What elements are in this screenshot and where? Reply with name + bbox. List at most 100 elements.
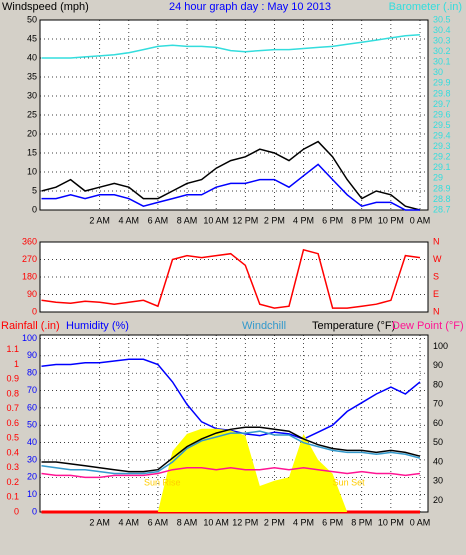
x-tick-label: 8 PM <box>351 215 372 225</box>
y-tick-label: 10 <box>27 166 37 176</box>
x-tick-label: 0 AM <box>410 517 431 527</box>
y3-tick-label: 1.1 <box>6 344 19 354</box>
x-tick-label: 6 PM <box>322 215 343 225</box>
area <box>41 428 420 512</box>
y3-tick-label: 0 <box>14 506 19 516</box>
line <box>41 467 421 479</box>
y2-tick-label: 90 <box>433 360 443 370</box>
annotation: Sun Rise <box>144 477 181 487</box>
y3-tick-label: 0.2 <box>6 477 19 487</box>
x-tick-label: 10 AM <box>203 215 229 225</box>
y2-tick-label: 30.2 <box>433 46 451 56</box>
y2-tick-label: 40 <box>433 456 443 466</box>
x-tick-label: 4 AM <box>119 215 140 225</box>
y3-tick-label: 0.7 <box>6 403 19 413</box>
y2-tick-label: 100 <box>433 341 448 351</box>
x-tick-label: 6 AM <box>148 517 169 527</box>
y3-tick-label: 0.9 <box>6 374 19 384</box>
x-tick-label: 10 AM <box>203 517 229 527</box>
x-tick-label: 4 AM <box>119 517 140 527</box>
y3-tick-label: 1 <box>14 359 19 369</box>
y2-tick-label: 30 <box>433 67 443 77</box>
y3-tick-label: 0.8 <box>6 388 19 398</box>
y-tick-label: 30 <box>27 454 37 464</box>
x-tick-label: 12 PM <box>232 517 258 527</box>
legend-entry: Rainfall (.in) <box>1 320 60 332</box>
y-tick-label: 35 <box>27 71 37 81</box>
legend-entry: Dew Point (°F) <box>392 320 464 332</box>
x-tick-label: 4 PM <box>293 215 314 225</box>
line <box>41 34 421 59</box>
x-tick-label: 2 PM <box>264 517 285 527</box>
x-tick-label: 6 PM <box>322 517 343 527</box>
chart-title: 24 hour graph day : May 10 2013 <box>169 1 331 13</box>
y-tick-label: 5 <box>32 185 37 195</box>
y2-tick-label: 28.7 <box>433 204 451 214</box>
y2-tick-label: 29.4 <box>433 130 451 140</box>
x-tick-label: 2 AM <box>89 215 110 225</box>
y2-tick-label: 20 <box>433 495 443 505</box>
y-tick-label: 15 <box>27 147 37 157</box>
y-tick-label: 40 <box>27 52 37 62</box>
y2-tick-label: 30.3 <box>433 35 451 45</box>
y2-tick-label: 29.2 <box>433 152 451 162</box>
x-tick-label: 2 PM <box>264 215 285 225</box>
y-tick-label: 90 <box>27 350 37 360</box>
y-tick-label: 45 <box>27 33 37 43</box>
y2-tick-label: 29.5 <box>433 120 451 130</box>
x-tick-label: 10 PM <box>378 517 404 527</box>
y2-tick-label: S <box>433 271 439 281</box>
x-tick-label: 6 AM <box>148 215 169 225</box>
x-tick-label: 10 PM <box>378 215 404 225</box>
y3-tick-label: 0.6 <box>6 418 19 428</box>
y2-tick-label: 30.5 <box>433 14 451 24</box>
line <box>41 248 421 309</box>
y-tick-label: 360 <box>22 236 37 246</box>
y-tick-label: 60 <box>27 402 37 412</box>
y-tick-label: 20 <box>27 128 37 138</box>
legend-entry: Windchill <box>242 320 286 332</box>
plot-area <box>39 19 429 211</box>
line <box>41 163 420 211</box>
y2-tick-label: 29 <box>433 173 443 183</box>
y2-tick-label: 28.8 <box>433 194 451 204</box>
y2-tick-label: N <box>433 306 440 316</box>
y2-tick-label: 30 <box>433 476 443 486</box>
y-tick-label: 50 <box>27 14 37 24</box>
y2-tick-label: 29.6 <box>433 109 451 119</box>
y-tick-label: 70 <box>27 385 37 395</box>
y2-tick-label: 60 <box>433 418 443 428</box>
y3-tick-label: 0.3 <box>6 462 19 472</box>
x-tick-label: 0 AM <box>410 215 431 225</box>
y2-tick-label: E <box>433 289 439 299</box>
annotation: Sun Set <box>333 477 366 487</box>
y-tick-label: 25 <box>27 109 37 119</box>
x-tick-label: 8 AM <box>177 517 198 527</box>
y2-tick-label: 29.8 <box>433 88 451 98</box>
y2-tick-label: 30.4 <box>433 25 451 35</box>
y-tick-label: 10 <box>27 489 37 499</box>
y2-tick-label: W <box>433 254 442 264</box>
y-tick-label: 270 <box>22 254 37 264</box>
y2-tick-label: 29.1 <box>433 162 451 172</box>
y-tick-label: 0 <box>32 306 37 316</box>
line <box>41 426 421 473</box>
x-tick-label: 12 PM <box>232 215 258 225</box>
y-tick-label: 40 <box>27 437 37 447</box>
legend-entry: Temperature (°F) <box>312 320 395 332</box>
y-tick-label: 0 <box>32 506 37 516</box>
y3-tick-label: 0.4 <box>6 447 19 457</box>
line <box>41 140 421 211</box>
y3-tick-label: 0.5 <box>6 433 19 443</box>
y3-tick-label: 0.1 <box>6 492 19 502</box>
x-tick-label: 4 PM <box>293 517 314 527</box>
y-tick-label: 20 <box>27 472 37 482</box>
x-tick-label: 2 AM <box>89 517 110 527</box>
x-tick-label: 8 AM <box>177 215 198 225</box>
legend-entry: Humidity (%) <box>66 320 129 332</box>
line <box>41 430 421 475</box>
y2-tick-label: N <box>433 236 440 246</box>
y2-tick-label: 29.9 <box>433 78 451 88</box>
y-tick-label: 30 <box>27 90 37 100</box>
